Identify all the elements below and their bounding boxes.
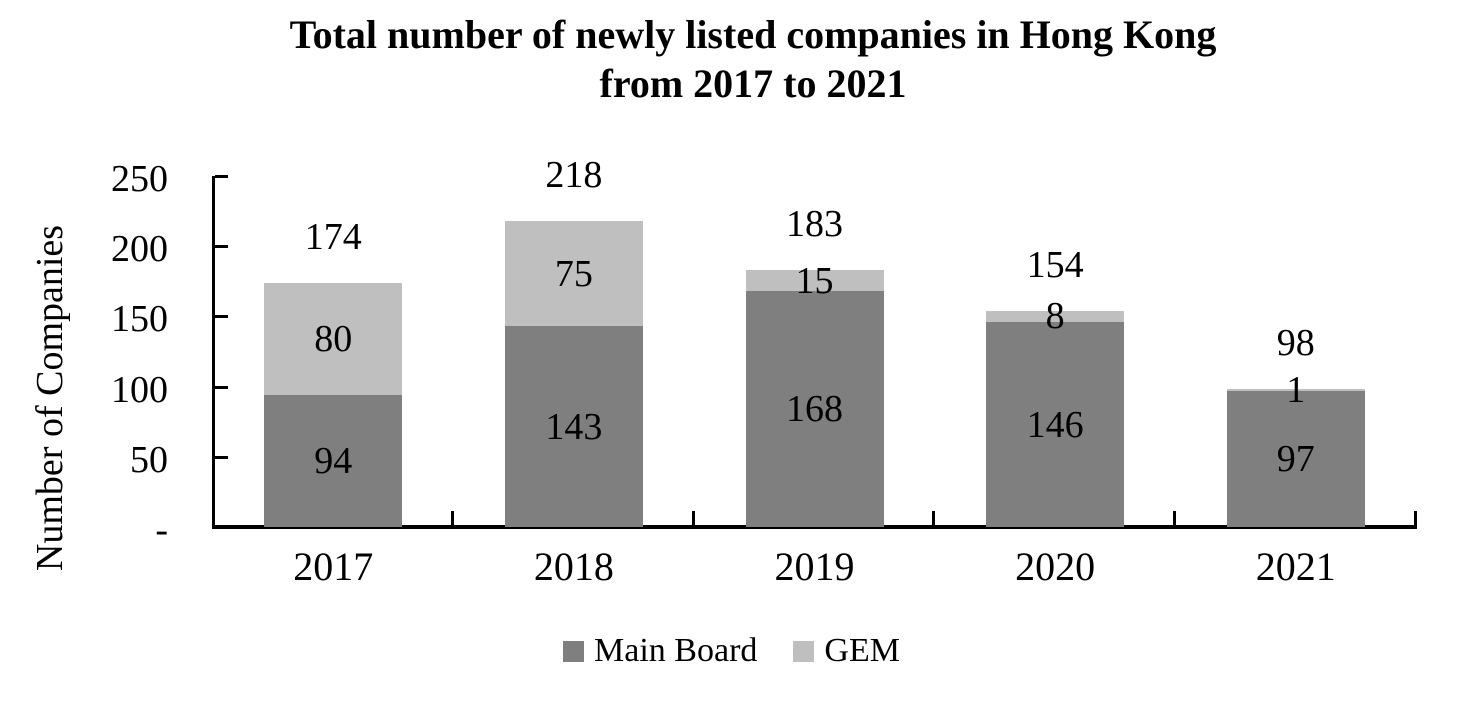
total-value-label-2018: 218 (545, 153, 603, 196)
bar-segment-gem-2018 (504, 220, 643, 327)
bar-segment-gem-2020 (986, 310, 1125, 322)
y-tick-label: 50 (130, 438, 168, 481)
segment-value-label-main-board-2021: 97 (1276, 437, 1315, 480)
segment-value-label-main-board-2019: 168 (786, 388, 843, 431)
legend-label-gem: GEM (824, 632, 900, 669)
x-tick-label-2018: 2018 (533, 544, 614, 589)
y-tick-label: 200 (111, 228, 168, 271)
segment-value-label-main-board-2020: 146 (1026, 403, 1084, 446)
x-tick-label-2021: 2021 (1255, 544, 1336, 589)
legend-label-main-board: Main Board (594, 632, 758, 669)
x-tick-label-2017: 2017 (293, 544, 374, 589)
chart-title-line-1: Total number of newly listed companies i… (289, 12, 1217, 57)
y-tick-mark (215, 315, 228, 319)
bar-segment-main-board-2020 (986, 322, 1125, 527)
x-tick-mark (1172, 511, 1176, 525)
y-tick-label: 250 (111, 158, 168, 200)
segment-value-label-gem-2019: 15 (795, 259, 834, 302)
bar-segment-gem-2021 (1226, 389, 1365, 391)
legend-item-main-board: Main Board (563, 634, 757, 668)
y-tick-label: 150 (111, 298, 168, 341)
bar-segment-gem-2017 (264, 282, 403, 396)
x-tick-mark (932, 511, 936, 525)
x-tick-mark (691, 511, 695, 525)
segment-value-label-main-board-2017: 94 (314, 440, 353, 482)
segment-value-label-gem-2017: 80 (314, 317, 353, 360)
chart-title: Total number of newly listed companies i… (43, 10, 1463, 108)
y-tick-mark (215, 245, 228, 249)
legend-swatch-main-board (563, 640, 585, 662)
segment-value-label-gem-2020: 8 (1045, 295, 1065, 338)
legend-item-gem: GEM (793, 634, 900, 668)
total-value-label-2020: 154 (1026, 243, 1084, 286)
bar-segment-main-board-2021 (1226, 390, 1365, 527)
y-tick-mark (215, 385, 228, 389)
y-tick-label: - (155, 509, 168, 551)
bar-segment-main-board-2017 (264, 395, 403, 527)
x-tick-mark (451, 511, 455, 525)
total-value-label-2019: 183 (786, 203, 843, 246)
total-value-label-2021: 98 (1276, 322, 1315, 365)
y-axis-line (212, 176, 215, 529)
y-tick-mark (215, 455, 228, 459)
segment-value-label-main-board-2018: 143 (545, 405, 603, 448)
x-tick-mark (1413, 511, 1417, 525)
segment-value-label-gem-2018: 75 (554, 252, 593, 295)
x-axis-line (212, 525, 1417, 529)
bar-segment-gem-2019 (745, 270, 884, 292)
legend: Main Board GEM (0, 632, 1463, 670)
legend-swatch-gem (793, 640, 815, 662)
segment-value-label-gem-2021: 1 (1286, 369, 1306, 412)
chart-title-line-2: from 2017 to 2021 (599, 61, 907, 106)
bar-segment-main-board-2019 (745, 291, 884, 527)
y-tick-label: 100 (111, 368, 168, 411)
bar-segment-main-board-2018 (504, 326, 643, 527)
x-tick-label-2020: 2020 (1015, 544, 1096, 589)
y-tick-mark (215, 175, 228, 178)
total-value-label-2017: 174 (304, 215, 362, 258)
x-tick-label-2019: 2019 (774, 544, 855, 589)
